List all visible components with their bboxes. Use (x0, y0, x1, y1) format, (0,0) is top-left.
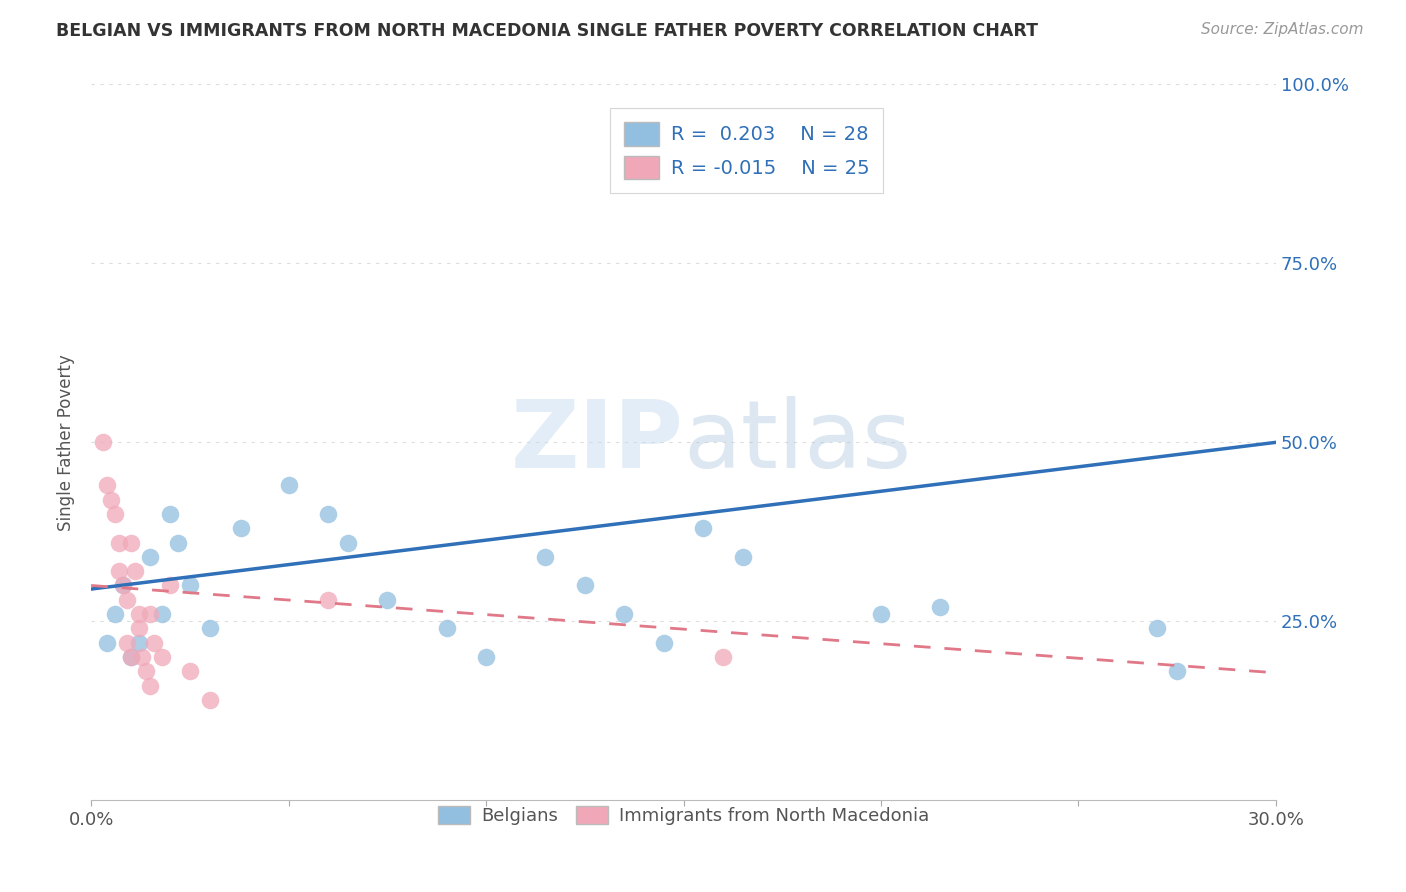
Point (139, 607, 162, 621)
Point (159, 578, 181, 592)
Point (870, 607, 893, 621)
Point (96, 478, 118, 492)
Point (115, 592, 138, 607)
Point (128, 636, 150, 650)
Point (131, 650, 153, 665)
Point (159, 507, 181, 521)
Point (1166, 665, 1188, 679)
Point (104, 607, 127, 621)
Point (150, 607, 173, 621)
Text: atlas: atlas (683, 396, 912, 488)
Point (711, 650, 734, 665)
Text: Source: ZipAtlas.com: Source: ZipAtlas.com (1201, 22, 1364, 37)
Point (107, 564, 129, 578)
Point (534, 549, 557, 564)
Point (135, 665, 157, 679)
Point (179, 578, 201, 592)
Point (143, 636, 166, 650)
Point (731, 549, 754, 564)
Point (198, 693, 221, 707)
Point (316, 507, 339, 521)
Point (91, 435, 114, 450)
Point (336, 535, 359, 549)
Point (929, 599, 952, 614)
Point (120, 535, 142, 549)
Point (128, 607, 150, 621)
Point (277, 478, 299, 492)
Point (613, 607, 636, 621)
Y-axis label: Single Father Poverty: Single Father Poverty (58, 354, 75, 531)
Point (436, 622, 458, 636)
Point (692, 521, 714, 535)
Point (120, 650, 142, 665)
Text: ZIP: ZIP (510, 396, 683, 488)
Point (475, 650, 498, 665)
Point (115, 636, 138, 650)
Point (167, 535, 190, 549)
Point (198, 622, 221, 636)
Legend: Belgians, Immigrants from North Macedonia: Belgians, Immigrants from North Macedoni… (429, 797, 939, 834)
Point (139, 679, 162, 693)
Text: BELGIAN VS IMMIGRANTS FROM NORTH MACEDONIA SINGLE FATHER POVERTY CORRELATION CHA: BELGIAN VS IMMIGRANTS FROM NORTH MACEDON… (56, 22, 1038, 40)
Point (139, 549, 162, 564)
Point (128, 622, 150, 636)
Point (150, 650, 173, 665)
Point (111, 578, 134, 592)
Point (124, 564, 146, 578)
Point (120, 650, 142, 665)
Point (1146, 622, 1168, 636)
Point (107, 535, 129, 549)
Point (100, 492, 122, 507)
Point (111, 578, 134, 592)
Point (316, 592, 339, 607)
Point (104, 507, 127, 521)
Point (652, 636, 675, 650)
Point (377, 592, 399, 607)
Point (96, 636, 118, 650)
Point (179, 665, 201, 679)
Point (574, 578, 596, 592)
Point (231, 521, 253, 535)
